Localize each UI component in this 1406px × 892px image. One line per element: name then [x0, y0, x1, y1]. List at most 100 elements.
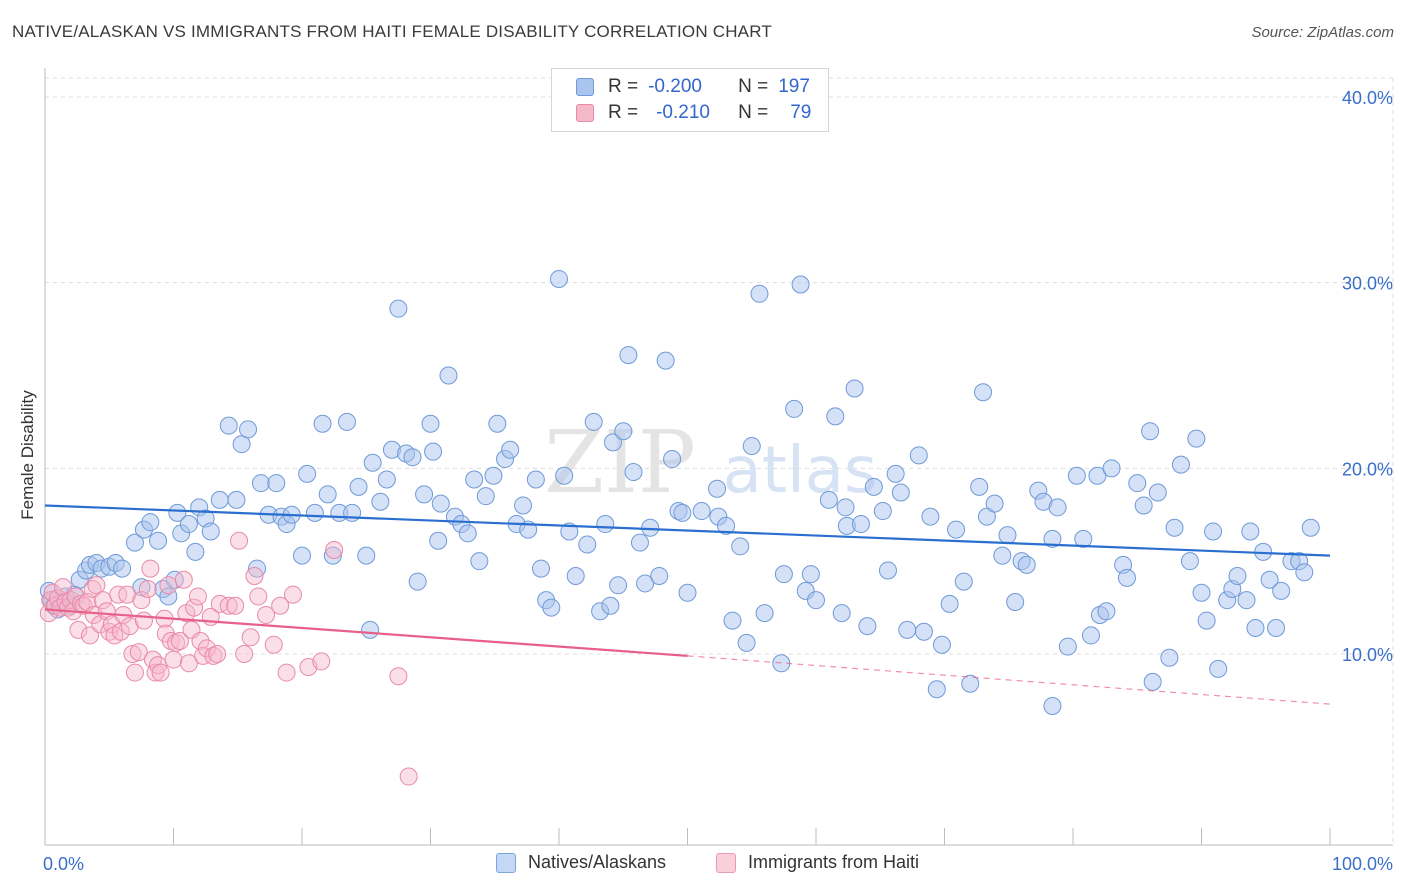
data-point-natives	[791, 275, 810, 294]
data-point-natives	[532, 559, 551, 578]
data-point-natives	[1187, 429, 1206, 448]
data-point-haiti	[325, 541, 344, 560]
data-point-natives	[1228, 567, 1247, 586]
data-point-natives	[408, 572, 427, 591]
data-point-natives	[785, 399, 804, 418]
data-point-natives	[377, 470, 396, 489]
data-point-natives	[1171, 455, 1190, 474]
bottom-legend-label-natives: Natives/Alaskans	[528, 852, 667, 872]
data-point-haiti	[219, 596, 238, 615]
data-point-natives	[298, 464, 317, 483]
data-point-natives	[1102, 459, 1121, 478]
data-point-natives	[898, 620, 917, 639]
data-point-natives	[819, 490, 838, 509]
data-point-haiti	[208, 645, 227, 663]
data-point-natives	[1058, 637, 1077, 656]
data-point-natives	[801, 565, 820, 584]
bottom-legend-haiti: Immigrants from Haiti	[716, 852, 919, 873]
data-point-natives	[630, 533, 649, 552]
data-point-natives	[1197, 611, 1216, 630]
data-point-natives	[1097, 602, 1116, 621]
legend-r-value: -0.200	[648, 76, 702, 97]
data-point-natives	[755, 604, 774, 623]
tick-labels: 10.0% 20.0% 30.0% 40.0% 0.0% 100.0%	[43, 88, 1393, 874]
data-point-natives	[318, 485, 337, 504]
data-point-natives	[961, 674, 980, 693]
trend-line-haiti-extrapolated	[687, 655, 1331, 705]
data-point-haiti	[284, 585, 303, 604]
data-point-natives	[1246, 619, 1265, 638]
data-point-natives	[737, 633, 756, 652]
data-point-natives	[560, 522, 579, 541]
data-point-haiti	[271, 596, 290, 615]
data-point-haiti	[118, 585, 137, 604]
data-point-natives	[940, 594, 959, 613]
data-point-natives	[932, 635, 951, 654]
legend: R = -0.200 N = 197 R = -0.210 N = 79	[551, 68, 829, 132]
data-point-natives	[807, 591, 825, 610]
legend-n-value: 79	[790, 102, 812, 123]
data-point-natives	[465, 470, 484, 489]
data-point-natives	[227, 490, 246, 509]
data-point-natives	[601, 596, 620, 615]
data-point-haiti	[174, 570, 193, 589]
bottom-legend-natives: Natives/Alaskans	[496, 852, 666, 873]
legend-n-label: N =	[738, 102, 769, 123]
data-point-haiti	[235, 645, 254, 663]
data-point-natives	[750, 284, 769, 303]
legend-r-label: R =	[608, 76, 639, 97]
data-point-haiti	[264, 635, 283, 654]
legend-row-natives: R = -0.200 N = 197	[576, 75, 810, 99]
bottom-legend-swatch-pink	[716, 852, 736, 873]
data-point-natives	[1128, 474, 1147, 493]
data-point-natives	[555, 466, 574, 485]
data-point-natives	[337, 412, 356, 431]
data-point-natives	[361, 620, 380, 639]
data-point-natives	[1192, 583, 1211, 602]
legend-swatch-pink	[576, 104, 594, 122]
data-point-haiti	[277, 663, 296, 682]
data-point-haiti	[134, 611, 153, 630]
data-point-natives	[514, 496, 533, 515]
data-point-natives	[501, 440, 520, 459]
data-point-natives	[603, 433, 622, 452]
data-point-haiti	[120, 617, 139, 636]
data-point-natives	[470, 552, 489, 571]
data-point-natives	[1165, 518, 1184, 537]
x-tick-label-min: 0.0%	[43, 854, 84, 874]
data-point-natives	[168, 503, 187, 522]
data-point-natives	[927, 680, 946, 699]
data-point-natives	[708, 479, 727, 498]
data-point-natives	[1209, 659, 1228, 678]
legend-r-label: R =	[608, 102, 639, 123]
data-point-haiti	[80, 626, 99, 645]
x-tick-label-max: 100.0%	[1332, 854, 1393, 874]
data-point-haiti	[125, 663, 144, 682]
data-point-natives	[232, 435, 251, 454]
data-point-natives	[542, 598, 561, 617]
data-point-natives	[251, 474, 270, 493]
data-point-natives	[526, 470, 545, 489]
data-point-natives	[614, 422, 633, 441]
data-point-natives	[267, 474, 286, 493]
data-point-natives	[484, 466, 503, 485]
data-point-natives	[1204, 522, 1223, 541]
data-point-natives	[141, 513, 160, 532]
data-point-natives	[132, 578, 151, 597]
data-point-natives	[731, 537, 750, 556]
data-point-haiti	[241, 628, 260, 647]
data-point-natives	[774, 565, 793, 584]
data-point-natives	[1160, 648, 1179, 667]
data-point-natives	[886, 464, 905, 483]
data-point-haiti	[245, 567, 264, 586]
trend-lines	[44, 504, 1331, 705]
chart-title: NATIVE/ALASKAN VS IMMIGRANTS FROM HAITI …	[12, 22, 772, 41]
data-point-natives	[1260, 570, 1279, 589]
data-point-natives	[1067, 466, 1086, 485]
legend-n-value: 197	[778, 76, 810, 97]
data-point-natives	[845, 379, 864, 398]
data-point-haiti	[179, 654, 198, 673]
data-point-natives	[636, 574, 655, 593]
data-point-haiti	[312, 652, 331, 671]
